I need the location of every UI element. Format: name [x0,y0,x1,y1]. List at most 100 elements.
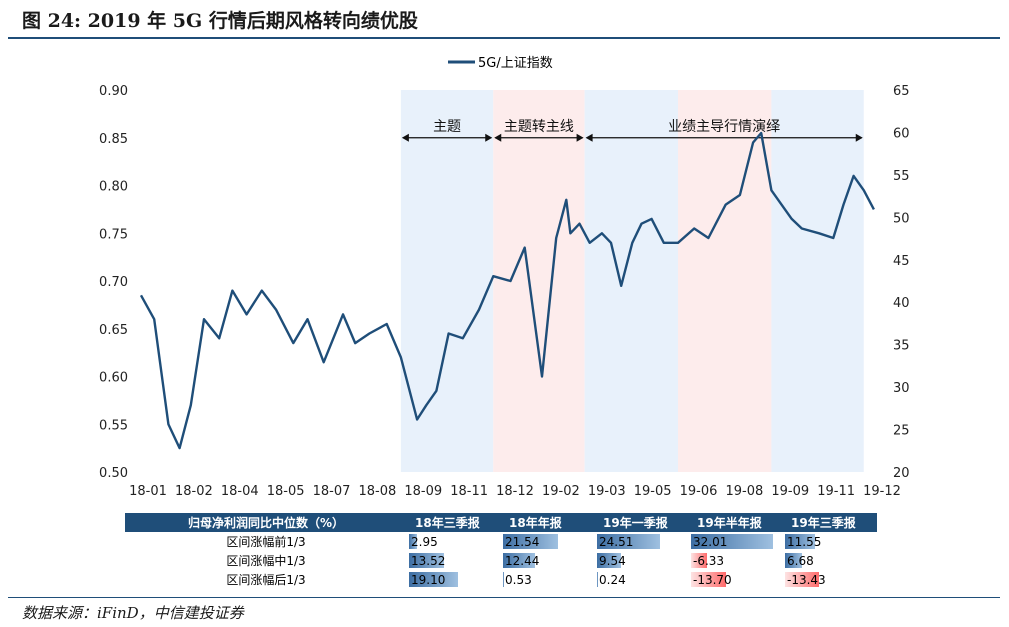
value-cell: 0.24 [595,570,689,589]
value-text: 12.44 [505,553,540,568]
value-cell: 6.68 [783,551,877,570]
annotation-arrowhead-right [855,133,863,142]
x-tick-label: 18-08 [358,484,396,499]
annotation-label: 主题 [433,119,461,135]
table-row: 区间涨幅中1/3 13.52 12.44 9.54 -6.33 6.68 [125,551,877,570]
data-bar [785,553,803,568]
y-left-tick-label: 0.55 [99,418,128,433]
data-bar [409,553,444,568]
value-cell: 32.01 [689,532,783,551]
y-right-tick-label: 55 [893,169,910,184]
value-text: 0.24 [599,572,626,587]
x-tick-label: 18-09 [404,484,442,499]
y-left-tick-label: 0.50 [99,466,128,481]
legend-label: 5G/上证指数 [478,56,553,71]
value-text: 11.55 [787,534,822,549]
table-header-row: 归母净利润同比中位数（%） 18年三季报 18年年报 19年一季报 19年半年报… [125,513,877,532]
x-tick-label: 18-02 [175,484,213,499]
table-header-cell: 19年半年报 [689,513,783,532]
x-tick-label: 19-12 [863,484,901,499]
x-tick-label: 19-03 [588,484,626,499]
y-right-tick-label: 65 [893,84,910,99]
row-label: 区间涨幅后1/3 [226,573,306,587]
value-text: 6.68 [787,553,814,568]
value-text: 2.95 [411,534,438,549]
value-text: 0.53 [505,572,532,587]
y-left-tick-label: 0.90 [99,84,128,99]
value-text: 9.54 [599,553,626,568]
value-cell: -6.33 [689,551,783,570]
value-text: 13.52 [411,553,446,568]
value-cell: 9.54 [595,551,689,570]
table-header-cell: 19年三季报 [783,513,877,532]
x-tick-label: 19-05 [634,484,672,499]
y-right-tick-label: 60 [893,126,910,141]
value-cell: -13.43 [783,570,877,589]
y-right-tick-label: 35 [893,339,910,354]
value-cell: 13.52 [407,551,501,570]
value-cell: 2.95 [407,532,501,551]
value-text: 24.51 [599,534,634,549]
source-note: 数据来源：iFinD，中信建投证券 [22,604,244,622]
y-axis-left: 0.50 0.55 0.60 0.65 0.70 0.75 0.80 0.85 0.90 [99,84,128,481]
table-header-cell: 18年三季报 [407,513,501,532]
y-left-tick-label: 0.75 [99,227,128,242]
shaded-periods [400,90,864,472]
y-right-tick-label: 20 [893,466,910,481]
y-left-tick-label: 0.80 [99,180,128,195]
data-bar [597,572,598,587]
x-axis: 18-01 18-02 18-04 18-05 18-07 18-08 18-09 18-11… [129,484,901,499]
shaded-period-4 [771,90,864,472]
y-left-tick-label: 0.65 [99,323,128,338]
x-tick-label: 19-06 [680,484,718,499]
data-bar [409,572,458,587]
value-text: 21.54 [505,534,540,549]
value-cell: 24.51 [595,532,689,551]
value-cell: 12.44 [501,551,595,570]
value-cell: 19.10 [407,570,501,589]
annotation-arrowhead-right [576,133,584,142]
value-text: 19.10 [411,572,446,587]
y-right-tick-label: 25 [893,424,910,439]
annotation-arrowhead-left [401,133,409,142]
data-bar [503,553,535,568]
data-bar [597,534,660,549]
profit-growth-table: 归母净利润同比中位数（%） 18年三季报 18年年报 19年一季报 19年半年报… [125,513,877,589]
y-right-tick-label: 40 [893,296,910,311]
annotations: 主题 主题转主线 业绩主导行情演绎 [401,119,863,142]
y-right-tick-label: 50 [893,211,910,226]
y-right-tick-label: 30 [893,381,910,396]
data-bar [409,534,417,549]
y-left-tick-label: 0.60 [99,371,128,386]
value-text: -13.43 [787,572,826,587]
annotation-arrowhead-left [585,133,593,142]
value-cell: 21.54 [501,532,595,551]
value-cell: -13.70 [689,570,783,589]
x-tick-label: 19-11 [817,484,855,499]
data-bar [503,534,559,549]
table-row: 区间涨幅前1/3 2.95 21.54 24.51 32.01 11.55 [125,532,877,551]
annotation-label: 主题转主线 [504,119,574,135]
data-bar [785,534,815,549]
value-text: -6.33 [693,553,725,568]
annotation-arrowhead-left [494,133,502,142]
data-bar [691,572,727,587]
data-bar [691,553,708,568]
line-chart: 5G/上证指数 0.50 0.55 0.60 0.65 0.70 0.75 0.80 0.85… [99,56,910,499]
table-header-cell: 19年一季报 [595,513,689,532]
x-tick-label: 18-12 [496,484,534,499]
data-bar [691,534,773,549]
legend: 5G/上证指数 [448,56,553,71]
table-header-cell: 18年年报 [501,513,595,532]
value-text: -13.70 [693,572,732,587]
shaded-period-3 [677,90,772,472]
data-bar [597,553,622,568]
data-bar [785,572,820,587]
value-cell: 11.55 [783,532,877,551]
y-axis-right: 20 25 30 35 40 45 50 55 60 65 [893,84,910,481]
annotation-label: 业绩主导行情演绎 [668,119,780,135]
x-tick-label: 18-11 [450,484,488,499]
figure-title: 图 24: 2019 年 5G 行情后期风格转向绩优股 [22,10,418,32]
shaded-period-2 [584,90,678,472]
annotation-arrowhead-right [485,133,493,142]
